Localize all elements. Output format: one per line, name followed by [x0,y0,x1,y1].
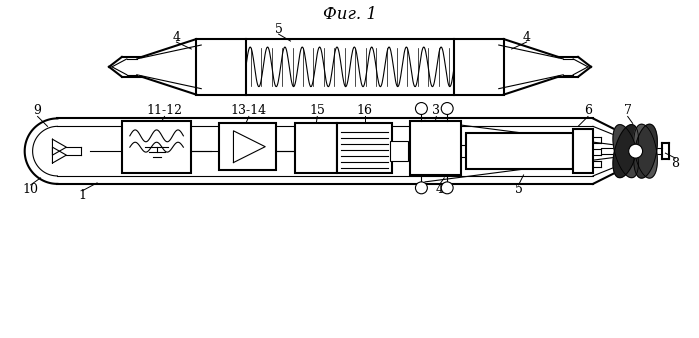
Text: 7: 7 [624,104,632,117]
Circle shape [441,102,453,115]
Text: Фиг. 1: Фиг. 1 [323,6,377,23]
Text: 4: 4 [173,31,180,44]
Text: 10: 10 [22,183,38,196]
Circle shape [628,144,642,158]
Bar [389,141,408,161]
Text: 13-14: 13-14 [231,104,267,117]
Bar [410,121,461,175]
Bar [196,39,504,95]
Polygon shape [613,125,638,178]
Text: 16: 16 [357,104,373,117]
Bar [296,123,337,173]
Text: 1: 1 [78,189,86,202]
Text: 11-12: 11-12 [147,104,182,117]
Text: 6: 6 [584,104,592,117]
Text: 5: 5 [514,183,523,196]
Text: 5: 5 [275,23,282,35]
Bar [466,133,573,169]
Bar [219,123,275,170]
Text: 8: 8 [671,156,679,170]
Circle shape [441,182,453,194]
Text: 4: 4 [435,183,443,196]
Polygon shape [634,124,657,178]
Text: 15: 15 [310,104,325,117]
Bar [122,121,192,173]
Circle shape [415,102,427,115]
Text: 3: 3 [432,104,440,117]
Text: 4: 4 [523,31,531,44]
Polygon shape [634,124,657,178]
Bar [337,123,391,173]
Circle shape [415,182,427,194]
Polygon shape [613,125,638,178]
Text: 9: 9 [34,104,41,117]
Bar [573,129,593,173]
